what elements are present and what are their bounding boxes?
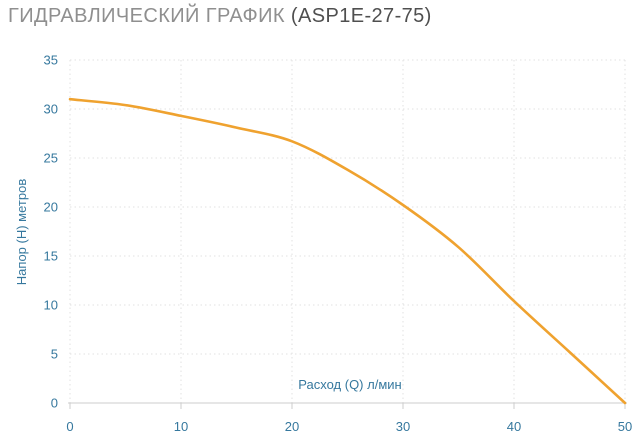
tick-labels: 0 10 20 30 40 50 0 5 10 15 20 25 30 35 bbox=[44, 53, 633, 435]
x-tick-label: 30 bbox=[396, 419, 410, 434]
y-tick-label: 10 bbox=[44, 298, 58, 313]
x-axis-title: Расход (Q) л/мин bbox=[298, 377, 401, 392]
y-tick-label: 20 bbox=[44, 200, 58, 215]
y-tick-label: 15 bbox=[44, 249, 58, 264]
axes bbox=[68, 402, 627, 409]
chart-title-model: (ASP1E-27-75) bbox=[290, 5, 432, 27]
x-tick-label: 20 bbox=[285, 419, 299, 434]
x-tick-label: 10 bbox=[174, 419, 188, 434]
pump-curve bbox=[68, 97, 627, 405]
x-tick-label: 0 bbox=[66, 419, 73, 434]
gridlines bbox=[69, 59, 626, 403]
y-tick-label: 0 bbox=[51, 396, 58, 411]
x-tick-label: 50 bbox=[618, 419, 632, 434]
y-tick-label: 25 bbox=[44, 151, 58, 166]
x-tick-label: 40 bbox=[507, 419, 521, 434]
y-tick-label: 5 bbox=[51, 347, 58, 362]
chart-title-text: ГИДРАВЛИЧЕСКИЙ ГРАФИК bbox=[8, 5, 285, 27]
y-tick-label: 35 bbox=[44, 53, 58, 68]
chart-title: ГИДРАВЛИЧЕСКИЙ ГРАФИК (ASP1E-27-75) bbox=[8, 5, 432, 28]
y-axis-title: Напор (H) метров bbox=[14, 179, 29, 286]
y-tick-label: 30 bbox=[44, 102, 58, 117]
